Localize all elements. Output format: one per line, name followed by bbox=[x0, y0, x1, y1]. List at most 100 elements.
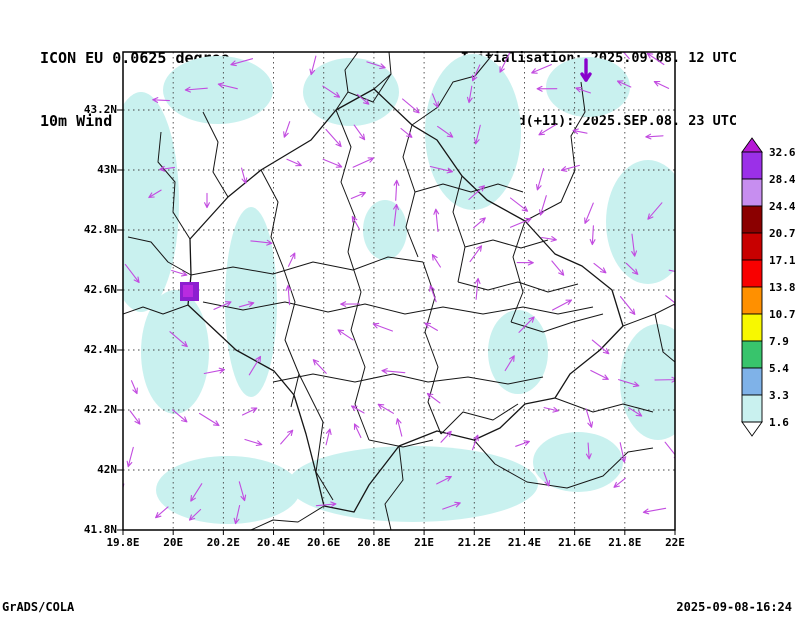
wind-vector bbox=[543, 406, 559, 413]
y-tick-label: 43N bbox=[97, 163, 117, 176]
colorbar-label: 24.4 bbox=[769, 200, 796, 213]
wind-vector bbox=[325, 428, 332, 446]
y-tick-label: 42N bbox=[97, 463, 117, 476]
colorbar-label: 3.3 bbox=[769, 389, 789, 402]
wind-vector bbox=[283, 121, 291, 138]
wind-vector bbox=[468, 185, 485, 201]
wind-vector bbox=[402, 98, 420, 114]
wind-vector bbox=[433, 208, 440, 233]
x-tick-label: 20.4E bbox=[256, 536, 291, 549]
wind-vector bbox=[613, 477, 626, 488]
wind-vector bbox=[575, 86, 591, 94]
colorbar-label: 28.4 bbox=[769, 173, 796, 186]
grads-credit: GrADS/COLA bbox=[2, 600, 75, 614]
x-tick-label: 20.6E bbox=[307, 536, 341, 549]
wind-vector bbox=[230, 58, 254, 67]
wind-vector bbox=[426, 392, 441, 404]
wind-vector bbox=[309, 55, 317, 76]
wind-vector bbox=[322, 85, 341, 98]
wind-vector bbox=[437, 125, 454, 138]
wind-vector bbox=[509, 197, 529, 212]
wind-vector bbox=[543, 471, 551, 487]
wind-vector bbox=[393, 179, 400, 201]
grid-layer bbox=[117, 52, 676, 535]
colorbar-segment bbox=[741, 232, 763, 261]
wind-vector bbox=[589, 225, 596, 246]
wind-vector bbox=[129, 410, 141, 425]
wind-vector bbox=[625, 262, 639, 275]
colorbar: 32.6 28.4 24.4 20.7 17.1 13.8 10.7 7.9 5.4 3.3 1.6 bbox=[741, 137, 796, 437]
colorbar-label: 32.6 bbox=[769, 146, 796, 159]
colorbar-segment bbox=[741, 151, 763, 180]
wind-vector bbox=[130, 380, 138, 395]
wind-vector bbox=[315, 501, 337, 508]
wind-vector bbox=[431, 254, 441, 268]
wind-vector bbox=[353, 124, 366, 141]
wind-vector bbox=[504, 355, 515, 372]
wind-vector bbox=[622, 52, 630, 60]
wind-vector bbox=[628, 407, 643, 417]
wind-vector bbox=[322, 158, 343, 168]
wind-vector bbox=[516, 259, 534, 266]
wind-vector bbox=[126, 446, 134, 468]
wind-vector bbox=[286, 158, 302, 167]
wind-vector bbox=[539, 195, 547, 216]
wind-vector bbox=[155, 506, 169, 519]
x-tick-label: 22E bbox=[665, 536, 685, 549]
country-outline bbox=[187, 88, 624, 513]
colorbar-segment bbox=[741, 313, 763, 342]
wind-vector bbox=[171, 269, 188, 277]
wind-vector bbox=[551, 260, 565, 276]
x-tick-label: 21.4E bbox=[507, 536, 542, 549]
wind-vector bbox=[400, 127, 413, 138]
x-tick-label: 20.8E bbox=[357, 536, 391, 549]
wind-vector bbox=[515, 440, 530, 447]
wind-vector bbox=[188, 508, 202, 521]
wind-vector bbox=[350, 191, 366, 200]
wind-vector bbox=[518, 316, 535, 333]
x-tick-label: 21.2E bbox=[457, 536, 491, 549]
y-tick-label: 42.6N bbox=[83, 283, 117, 296]
x-tick-label: 20E bbox=[163, 536, 184, 549]
colorbar-label: 5.4 bbox=[769, 362, 789, 375]
wind-vector bbox=[312, 359, 327, 374]
wind-vector bbox=[190, 483, 203, 502]
wind-vector bbox=[233, 504, 241, 525]
wind-vector bbox=[241, 407, 258, 416]
wind-vector bbox=[471, 434, 479, 451]
wind-vector bbox=[213, 301, 232, 310]
wind-vector bbox=[340, 301, 361, 307]
wind-vector bbox=[203, 367, 226, 375]
wind-vector bbox=[351, 215, 360, 230]
colorbar-label: 13.8 bbox=[769, 281, 796, 294]
wind-vector bbox=[353, 423, 362, 439]
map-canvas bbox=[117, 51, 676, 535]
wind-vector bbox=[250, 239, 273, 246]
wind-vector bbox=[171, 409, 188, 423]
wind-vector bbox=[248, 355, 262, 376]
wind-vector bbox=[159, 165, 176, 172]
wind-vector bbox=[469, 245, 483, 263]
wind-vector bbox=[337, 329, 354, 341]
wind-vector bbox=[593, 262, 607, 274]
wind-vector bbox=[381, 368, 406, 374]
colorbar-segment bbox=[741, 367, 763, 396]
wind-vector bbox=[424, 322, 438, 331]
wind-vector bbox=[169, 331, 188, 348]
x-tick-label: 20.2E bbox=[206, 536, 240, 549]
wind-vector bbox=[560, 164, 580, 172]
wind-vector bbox=[395, 418, 403, 437]
wind-vector bbox=[535, 167, 545, 191]
wind-vector bbox=[350, 405, 365, 414]
y-tick-label: 43.2N bbox=[83, 103, 117, 116]
borders-layer bbox=[123, 52, 675, 530]
wind-vector bbox=[287, 252, 296, 267]
creation-timestamp: 2025-09-08-16:24 bbox=[676, 600, 792, 614]
wind-vector bbox=[440, 430, 452, 443]
wind-vector bbox=[366, 61, 386, 70]
wind-vector bbox=[585, 408, 594, 428]
map-frame bbox=[122, 51, 676, 531]
wind-vector bbox=[653, 80, 670, 89]
colorbar-segment bbox=[741, 394, 763, 423]
